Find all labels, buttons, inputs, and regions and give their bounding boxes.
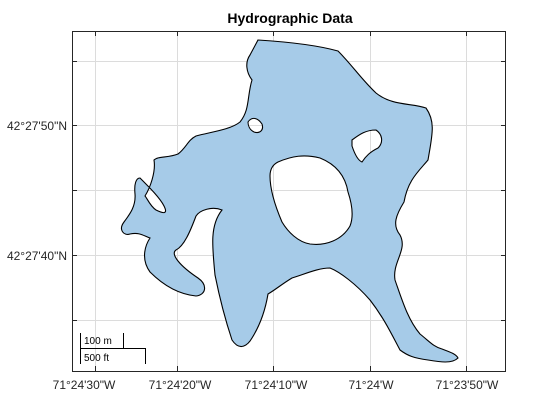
ytick-label-1: 42°27'50"N <box>7 119 67 133</box>
scale-bar-imperial-label: 500 ft <box>84 353 109 364</box>
axes-box <box>72 31 506 372</box>
ytick-label-2: 42°27'40"N <box>7 249 67 263</box>
xtick-label-2: 71°24'20"W <box>149 378 212 392</box>
lake-water-body <box>121 39 459 363</box>
scale-bar-metric-label: 100 m <box>84 336 112 347</box>
scale-bar <box>80 333 146 364</box>
xtick-label-3: 71°24'10"W <box>245 378 308 392</box>
xtick-label-4: 71°24'W <box>348 378 394 392</box>
tick-marks <box>72 31 506 371</box>
xtick-label-5: 71°23'50"W <box>436 378 499 392</box>
map-title: Hydrographic Data <box>227 10 353 26</box>
xtick-label-1: 71°24'30"W <box>53 378 116 392</box>
